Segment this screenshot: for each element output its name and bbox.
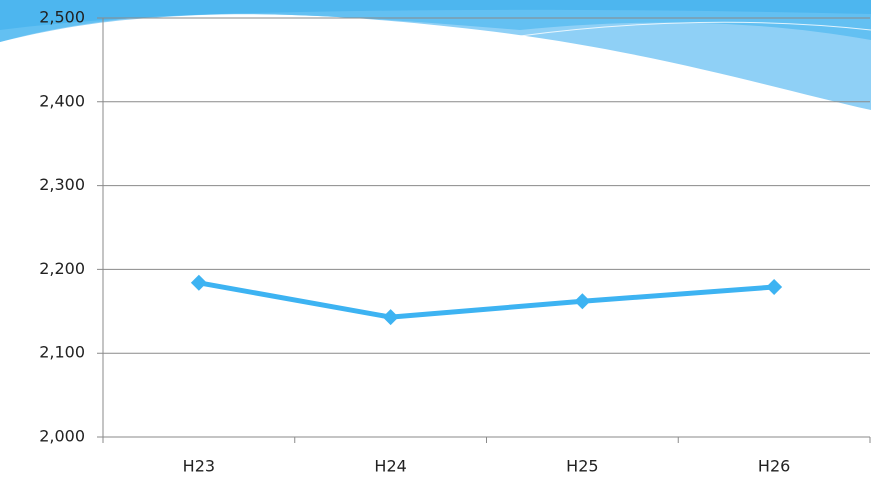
y-tick-label: 2,400 [39,91,85,110]
x-tick-label: H23 [183,457,215,476]
data-point [382,309,399,326]
data-point [574,293,591,310]
y-tick-label: 2,000 [39,427,85,446]
x-tick-label: H26 [758,457,790,476]
y-tick-label: 2,300 [39,175,85,194]
y-tick-label: 2,500 [39,8,85,27]
data-point [766,278,783,295]
y-tick-label: 2,100 [39,343,85,362]
series-line [198,280,775,320]
y-tick-label: 2,200 [39,259,85,278]
x-tick-label: H25 [566,457,598,476]
x-tick-label: H24 [374,457,406,476]
decorative-wave [0,0,871,110]
data-point [190,274,207,291]
